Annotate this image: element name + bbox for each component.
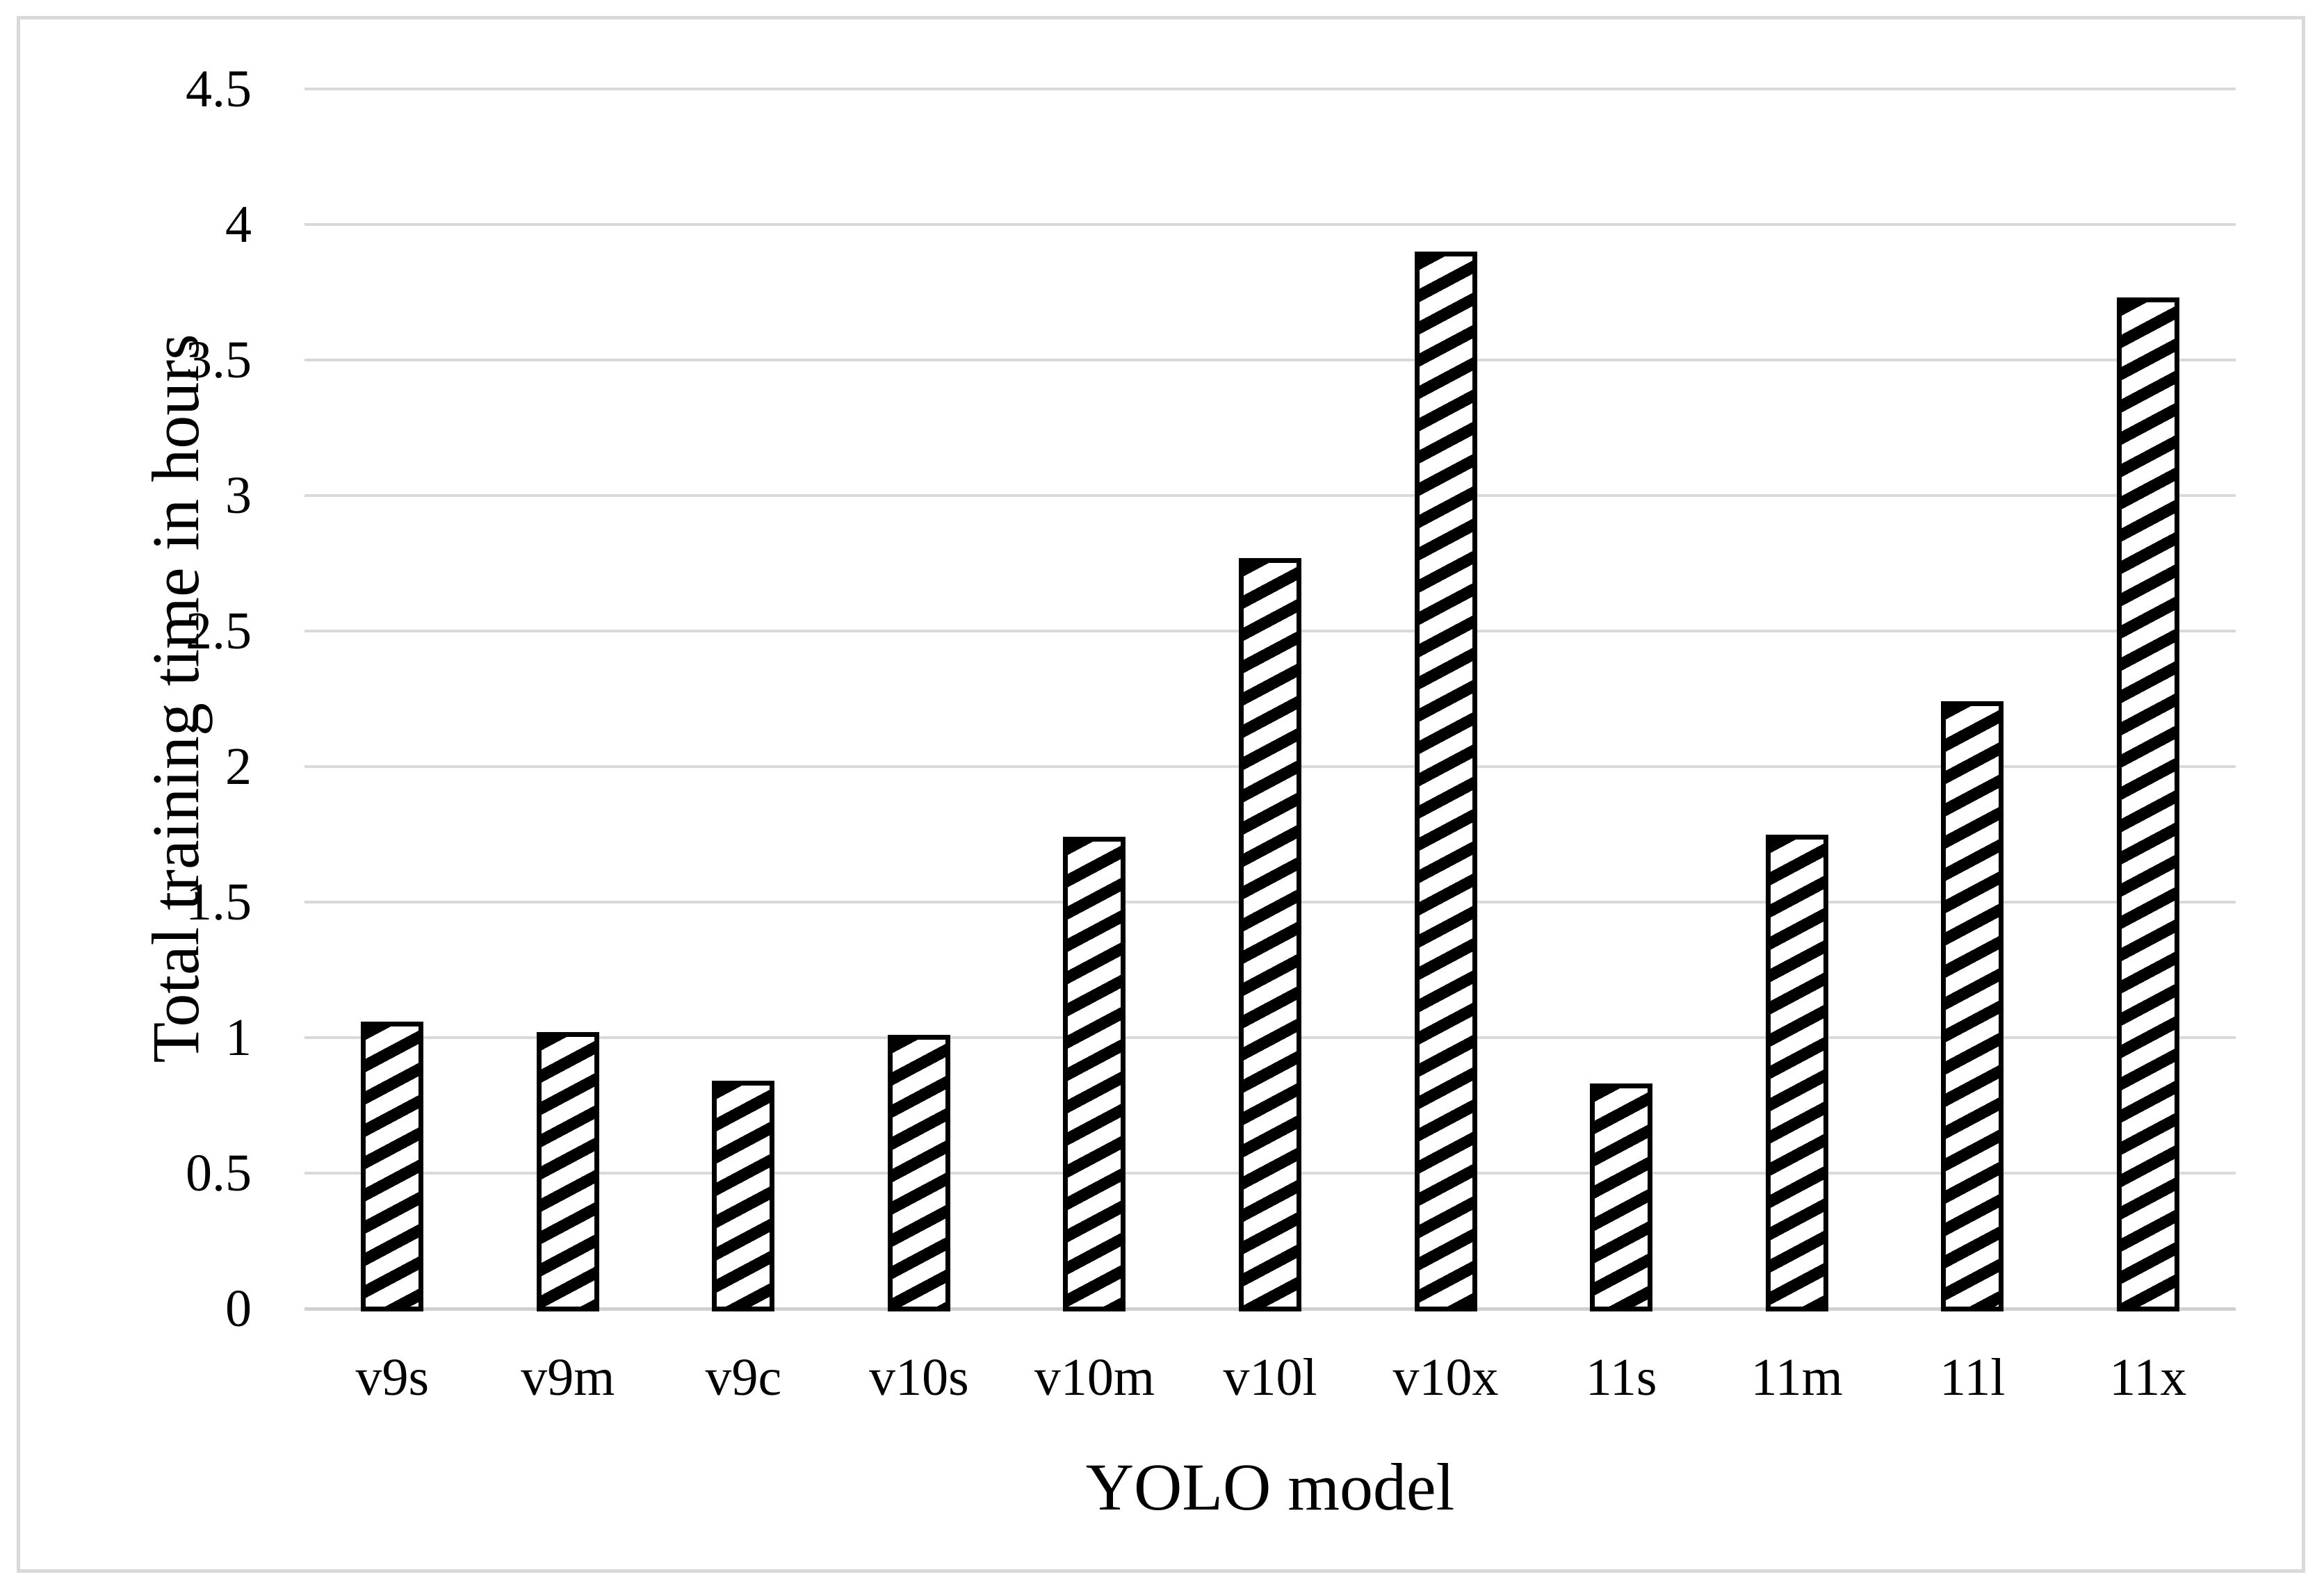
y-tick-label: 0 <box>225 1279 252 1338</box>
x-tick-label-11l: 11l <box>1940 1348 2006 1407</box>
y-tick-label: 4 <box>225 195 252 254</box>
x-tick-label-11s: 11s <box>1585 1348 1657 1407</box>
gridline <box>304 494 2236 497</box>
bar-11m <box>1765 834 1828 1311</box>
x-axis-title: YOLO model <box>1085 1450 1455 1524</box>
bar-11x <box>2116 297 2179 1311</box>
bar-v10l <box>1239 557 1301 1311</box>
y-axis-title: Total training time in hours <box>138 334 213 1063</box>
x-tick-label-11x: 11x <box>2109 1348 2187 1407</box>
bar-v10x <box>1414 252 1477 1311</box>
x-tick-label-v9m: v9m <box>521 1348 615 1407</box>
gridline <box>304 223 2236 226</box>
x-tick-label-v9c: v9c <box>705 1348 782 1407</box>
bar-v10m <box>1063 837 1126 1311</box>
y-tick-label: 3.5 <box>186 331 252 389</box>
bar-v9c <box>712 1081 775 1311</box>
y-tick-label: 3 <box>225 466 252 525</box>
x-tick-label-v10m: v10m <box>1034 1348 1155 1407</box>
x-tick-label-v10x: v10x <box>1392 1348 1499 1407</box>
bar-v9s <box>361 1021 424 1311</box>
y-tick-label: 0.5 <box>186 1144 252 1202</box>
bar-11l <box>1941 701 2004 1311</box>
x-tick-label-v10l: v10l <box>1223 1348 1317 1407</box>
bar-v10s <box>887 1035 950 1311</box>
x-tick-label-11m: 11m <box>1750 1348 1843 1407</box>
gridline <box>304 88 2236 90</box>
y-tick-label: 4.5 <box>186 60 252 118</box>
gridline <box>304 359 2236 361</box>
bar-11s <box>1590 1083 1653 1311</box>
y-tick-label: 2 <box>225 737 252 796</box>
x-tick-label-v9s: v9s <box>355 1348 430 1407</box>
y-tick-label: 1.5 <box>186 873 252 931</box>
y-tick-label: 1 <box>225 1008 252 1067</box>
y-tick-label: 2.5 <box>186 602 252 660</box>
bar-v9m <box>536 1032 599 1311</box>
chart-border-frame <box>17 16 2305 1573</box>
x-tick-label-v10s: v10s <box>869 1348 969 1407</box>
